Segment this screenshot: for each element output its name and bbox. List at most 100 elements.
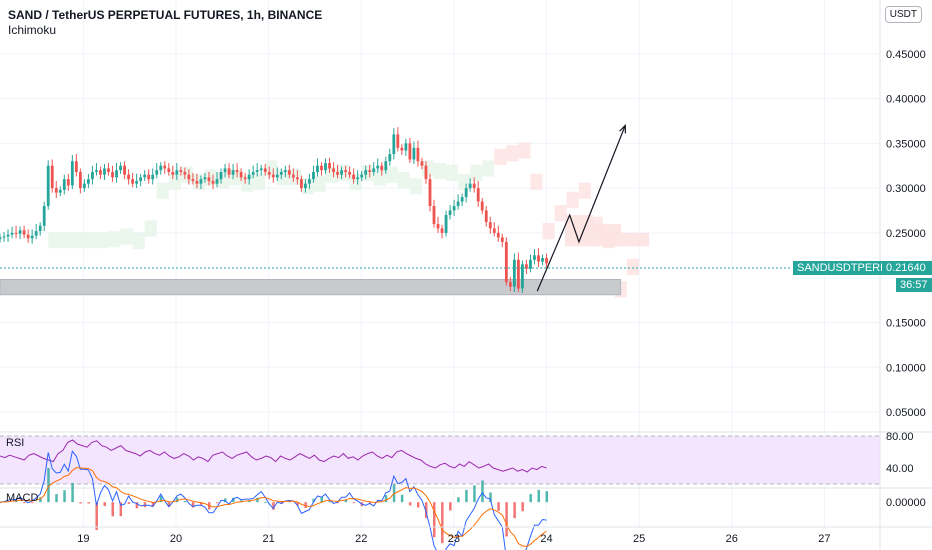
candle-body bbox=[0, 237, 2, 240]
candle-body bbox=[291, 174, 295, 178]
candle-body bbox=[115, 170, 118, 178]
projection-path[interactable] bbox=[536, 123, 627, 292]
cloud-segment bbox=[60, 232, 73, 249]
macd-histogram-bar bbox=[127, 502, 131, 504]
candle-body bbox=[227, 168, 231, 175]
cloud-segment bbox=[337, 164, 350, 181]
candle-body bbox=[123, 165, 126, 175]
candle-body bbox=[191, 179, 195, 181]
candle-body bbox=[428, 179, 432, 207]
candle-body bbox=[155, 170, 159, 175]
candle-body bbox=[452, 206, 456, 211]
candle-body bbox=[348, 172, 352, 175]
time-tick-label: 24 bbox=[540, 533, 552, 545]
candle-body bbox=[147, 174, 151, 180]
candle-body bbox=[420, 161, 424, 166]
candle-body bbox=[74, 161, 78, 172]
cloud-segment bbox=[96, 232, 109, 249]
projection-arrowhead bbox=[619, 123, 627, 134]
macd-histogram-bar bbox=[481, 480, 484, 503]
candle-body bbox=[416, 147, 420, 162]
cloud-segment bbox=[385, 166, 398, 183]
candle-body bbox=[287, 170, 291, 175]
time-tick-label: 21 bbox=[263, 533, 275, 545]
candle-body bbox=[492, 228, 496, 233]
macd-histogram-bar bbox=[304, 502, 307, 508]
cloud-future-segment bbox=[635, 232, 650, 247]
macd-histogram-bar bbox=[424, 502, 428, 519]
cloud-segment bbox=[132, 232, 145, 250]
candle-body bbox=[384, 161, 388, 171]
macd-histogram-bar bbox=[191, 502, 195, 508]
macd-histogram-bar bbox=[320, 497, 323, 503]
cloud-segment bbox=[265, 160, 278, 177]
candle-body bbox=[38, 225, 42, 232]
candle-body bbox=[444, 215, 448, 233]
candle-body bbox=[195, 180, 199, 184]
price-axis: 0.45000 0.40000 0.35000 0.30000 0.25000 0.150… bbox=[886, 49, 926, 419]
candle-body bbox=[167, 168, 171, 172]
macd-histogram-bar bbox=[384, 495, 388, 503]
candle-body bbox=[472, 183, 476, 189]
cloud-segment bbox=[301, 178, 314, 195]
indicator-label[interactable]: Ichimoku bbox=[8, 23, 57, 37]
candle-body bbox=[404, 143, 408, 151]
macd-histogram-bar bbox=[15, 500, 18, 503]
cloud-future-segment bbox=[593, 223, 608, 247]
candle-body bbox=[332, 168, 335, 172]
candle-body bbox=[251, 172, 255, 175]
cloud-segment bbox=[554, 205, 567, 222]
candle-body bbox=[211, 180, 215, 184]
cloud-segment bbox=[578, 182, 591, 199]
candle-body bbox=[107, 168, 110, 172]
candle-body bbox=[360, 174, 364, 178]
currency-button[interactable]: USDT bbox=[884, 6, 922, 23]
candle-body bbox=[127, 174, 131, 180]
macd-pane: 0.00000 bbox=[0, 450, 932, 550]
macd-histogram-bar bbox=[513, 502, 516, 519]
cloud-segment bbox=[446, 164, 459, 181]
candle-body bbox=[504, 241, 508, 283]
candle-body bbox=[183, 172, 187, 175]
candle-body bbox=[324, 163, 327, 171]
candle-body bbox=[275, 174, 279, 178]
macd-histogram-bar bbox=[521, 502, 524, 512]
candle-body bbox=[18, 230, 22, 234]
candle-body bbox=[372, 168, 376, 172]
candle-body bbox=[259, 168, 263, 171]
cloud-segment bbox=[434, 163, 447, 180]
candle-body bbox=[243, 177, 247, 180]
macd-histogram-bar bbox=[216, 502, 219, 504]
cloud-future-segment bbox=[621, 232, 636, 247]
price-tick-label: 0.10000 bbox=[886, 362, 926, 374]
cloud-future-segment bbox=[607, 223, 622, 247]
cloud-segment bbox=[349, 173, 362, 190]
rsi-pane: 80.00 40.00 bbox=[0, 431, 932, 485]
macd-histogram-bar bbox=[167, 502, 171, 507]
price-tick-label: 0.35000 bbox=[886, 138, 926, 150]
candle-body bbox=[525, 264, 528, 269]
macd-histogram-bar bbox=[79, 502, 82, 504]
cloud-segment bbox=[361, 164, 374, 181]
macd-histogram-bar bbox=[47, 468, 50, 503]
candle-body bbox=[320, 165, 323, 171]
cloud-segment bbox=[168, 173, 181, 190]
macd-signal-line bbox=[0, 467, 547, 547]
macd-histogram-bar bbox=[465, 489, 468, 503]
macd-histogram-bar bbox=[312, 498, 315, 503]
rsi-tick-label: 80.00 bbox=[886, 431, 914, 443]
macd-histogram-bar bbox=[63, 490, 66, 503]
macd-histogram-bar bbox=[376, 500, 380, 503]
candle-body bbox=[376, 165, 380, 169]
candle-body bbox=[30, 235, 34, 239]
candle-body bbox=[508, 282, 512, 287]
candle-body bbox=[316, 165, 319, 172]
candle-body bbox=[10, 232, 14, 235]
macd-line bbox=[0, 450, 547, 550]
cloud-segment bbox=[120, 228, 133, 245]
candle-body bbox=[187, 174, 191, 180]
macd-histogram-bar bbox=[545, 491, 549, 503]
macd-histogram-bar bbox=[433, 502, 436, 538]
candle-body bbox=[400, 147, 404, 151]
